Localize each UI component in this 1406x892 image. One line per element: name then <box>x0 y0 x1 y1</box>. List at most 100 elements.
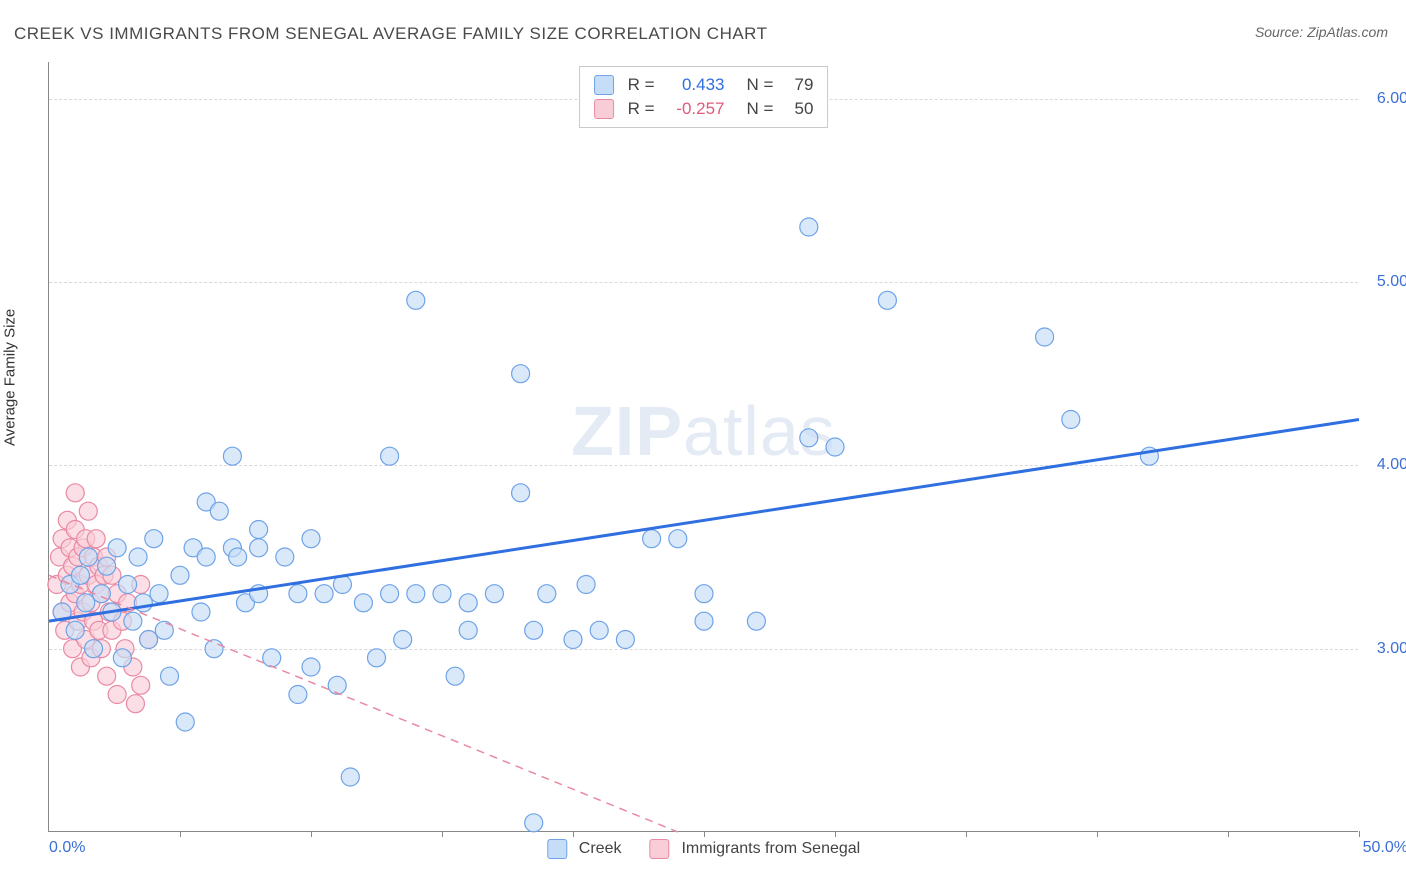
chart-container: CREEK VS IMMIGRANTS FROM SENEGAL AVERAGE… <box>0 0 1406 892</box>
legend-swatch-icon <box>649 839 669 859</box>
scatter-point <box>113 649 131 667</box>
scatter-point <box>145 530 163 548</box>
scatter-point <box>577 576 595 594</box>
scatter-point <box>85 640 103 658</box>
scatter-point <box>140 631 158 649</box>
y-tick-label: 3.00 <box>1377 640 1406 658</box>
scatter-point <box>302 530 320 548</box>
scatter-point <box>79 502 97 520</box>
scatter-point <box>98 557 116 575</box>
scatter-point <box>695 585 713 603</box>
scatter-point <box>616 631 634 649</box>
scatter-point <box>407 291 425 309</box>
y-axis-label: Average Family Size <box>2 309 19 446</box>
r-label: R = <box>628 73 655 97</box>
scatter-point <box>250 521 268 539</box>
scatter-point <box>192 603 210 621</box>
scatter-point <box>176 713 194 731</box>
r-value: 0.433 <box>665 73 725 97</box>
scatter-svg <box>49 62 1358 831</box>
scatter-point <box>800 218 818 236</box>
scatter-point <box>205 640 223 658</box>
scatter-point <box>459 621 477 639</box>
scatter-point <box>108 539 126 557</box>
source-label: Source: ZipAtlas.com <box>1255 24 1388 40</box>
scatter-point <box>119 576 137 594</box>
scatter-point <box>98 667 116 685</box>
y-tick-label: 5.00 <box>1377 273 1406 291</box>
scatter-point <box>394 631 412 649</box>
scatter-point <box>150 585 168 603</box>
scatter-point <box>368 649 386 667</box>
scatter-point <box>433 585 451 603</box>
scatter-point <box>129 548 147 566</box>
scatter-point <box>525 814 543 832</box>
scatter-point <box>1062 411 1080 429</box>
scatter-point <box>66 484 84 502</box>
x-tick-mark <box>442 831 443 837</box>
scatter-point <box>79 548 97 566</box>
x-tick-mark <box>704 831 705 837</box>
scatter-point <box>66 621 84 639</box>
scatter-point <box>695 612 713 630</box>
scatter-point <box>747 612 765 630</box>
scatter-point <box>223 447 241 465</box>
n-label: N = <box>747 97 774 121</box>
scatter-point <box>669 530 687 548</box>
legend-series-label: Creek <box>579 840 622 858</box>
scatter-point <box>328 676 346 694</box>
scatter-point <box>1036 328 1054 346</box>
n-value: 50 <box>783 97 813 121</box>
scatter-point <box>826 438 844 456</box>
scatter-point <box>354 594 372 612</box>
y-tick-label: 4.00 <box>1377 456 1406 474</box>
scatter-point <box>525 621 543 639</box>
legend-series: Creek Immigrants from Senegal <box>547 839 860 859</box>
scatter-point <box>289 686 307 704</box>
legend-row: R =-0.257N =50 <box>594 97 814 121</box>
scatter-point <box>643 530 661 548</box>
legend-row: R =0.433N =79 <box>594 73 814 97</box>
scatter-point <box>87 530 105 548</box>
scatter-point <box>210 502 228 520</box>
x-tick-mark <box>1359 831 1360 837</box>
scatter-point <box>229 548 247 566</box>
x-tick-mark <box>1097 831 1098 837</box>
x-tick-mark <box>180 831 181 837</box>
x-tick-mark <box>966 831 967 837</box>
scatter-point <box>71 566 89 584</box>
scatter-point <box>197 548 215 566</box>
legend-series-item: Immigrants from Senegal <box>649 839 860 859</box>
scatter-point <box>124 612 142 630</box>
scatter-point <box>302 658 320 676</box>
scatter-point <box>590 621 608 639</box>
scatter-point <box>77 594 95 612</box>
scatter-point <box>407 585 425 603</box>
r-value: -0.257 <box>665 97 725 121</box>
n-label: N = <box>747 73 774 97</box>
x-axis-start-label: 0.0% <box>49 839 85 857</box>
scatter-point <box>132 676 150 694</box>
scatter-point <box>381 585 399 603</box>
scatter-point <box>171 566 189 584</box>
scatter-point <box>108 686 126 704</box>
scatter-point <box>512 484 530 502</box>
scatter-point <box>276 548 294 566</box>
legend-swatch-icon <box>594 75 614 95</box>
scatter-point <box>485 585 503 603</box>
scatter-point <box>381 447 399 465</box>
x-tick-mark <box>573 831 574 837</box>
scatter-point <box>564 631 582 649</box>
legend-swatch-icon <box>594 99 614 119</box>
scatter-point <box>161 667 179 685</box>
legend-series-item: Creek <box>547 839 622 859</box>
plot-area: ZIPatlas 3.004.005.006.00 R =0.433N =79R… <box>48 62 1358 832</box>
x-tick-mark <box>311 831 312 837</box>
scatter-point <box>459 594 477 612</box>
scatter-point <box>263 649 281 667</box>
scatter-point <box>315 585 333 603</box>
legend-series-label: Immigrants from Senegal <box>681 840 860 858</box>
legend-swatch-icon <box>547 839 567 859</box>
scatter-point <box>126 695 144 713</box>
x-axis-end-label: 50.0% <box>1363 839 1406 857</box>
